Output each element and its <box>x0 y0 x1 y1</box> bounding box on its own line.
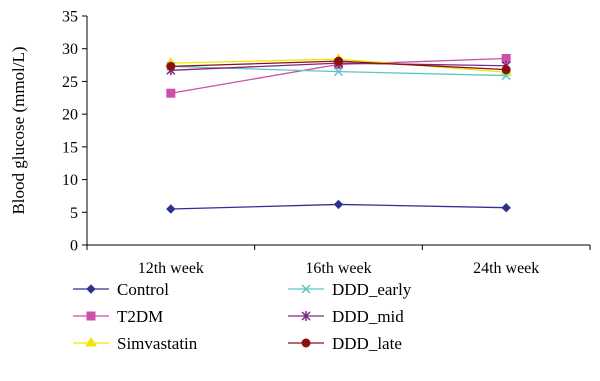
legend-marker <box>301 284 311 294</box>
x-tick-label: 16th week <box>305 260 371 277</box>
legend: Control T2DM Simvastatin DDD_early DDD_mid DD… <box>73 280 412 353</box>
y-tick-label: 35 <box>62 9 78 26</box>
y-axis-title: Blood glucose (mmol/L) <box>9 46 28 214</box>
data-point <box>333 199 344 210</box>
x-tick-label: 12th week <box>138 260 204 277</box>
data-point <box>333 67 344 77</box>
legend-item: Control <box>73 280 169 299</box>
legend-label: DDD_late <box>332 334 402 353</box>
axes <box>86 16 590 246</box>
data-point <box>166 61 176 71</box>
y-ticks: 0 5 10 15 20 25 30 35 <box>62 9 87 255</box>
legend-marker <box>86 284 96 294</box>
y-tick-label: 20 <box>62 107 78 124</box>
legend-label: T2DM <box>117 307 163 326</box>
y-tick-label: 25 <box>62 74 78 91</box>
y-tick-label: 0 <box>70 238 78 255</box>
legend-item: DDD_early <box>288 280 412 299</box>
legend-marker <box>85 337 97 347</box>
series-ddd-late <box>166 56 511 75</box>
y-tick-label: 10 <box>62 172 78 189</box>
legend-item: DDD_late <box>288 334 402 353</box>
series-group <box>164 53 513 214</box>
legend-item: DDD_mid <box>288 307 404 326</box>
y-tick-label: 5 <box>70 205 78 222</box>
legend-item: Simvastatin <box>73 334 198 353</box>
legend-marker <box>301 311 311 321</box>
x-ticks: 12th week 16th week 24th week <box>86 245 591 277</box>
data-point <box>334 56 343 66</box>
legend-label: Control <box>117 280 169 299</box>
data-point <box>166 88 176 98</box>
data-point <box>166 204 176 214</box>
y-tick-label: 30 <box>62 41 78 58</box>
legend-label: Simvastatin <box>117 334 198 353</box>
legend-marker <box>301 338 311 348</box>
data-point <box>501 202 511 213</box>
legend-label: DDD_early <box>332 280 412 299</box>
legend-label: DDD_mid <box>332 307 404 326</box>
series-control <box>166 199 511 214</box>
x-tick-label: 24th week <box>473 260 539 277</box>
legend-marker <box>86 311 96 321</box>
legend-item: T2DM <box>73 307 163 326</box>
y-tick-label: 15 <box>62 139 78 156</box>
data-point <box>501 65 511 75</box>
